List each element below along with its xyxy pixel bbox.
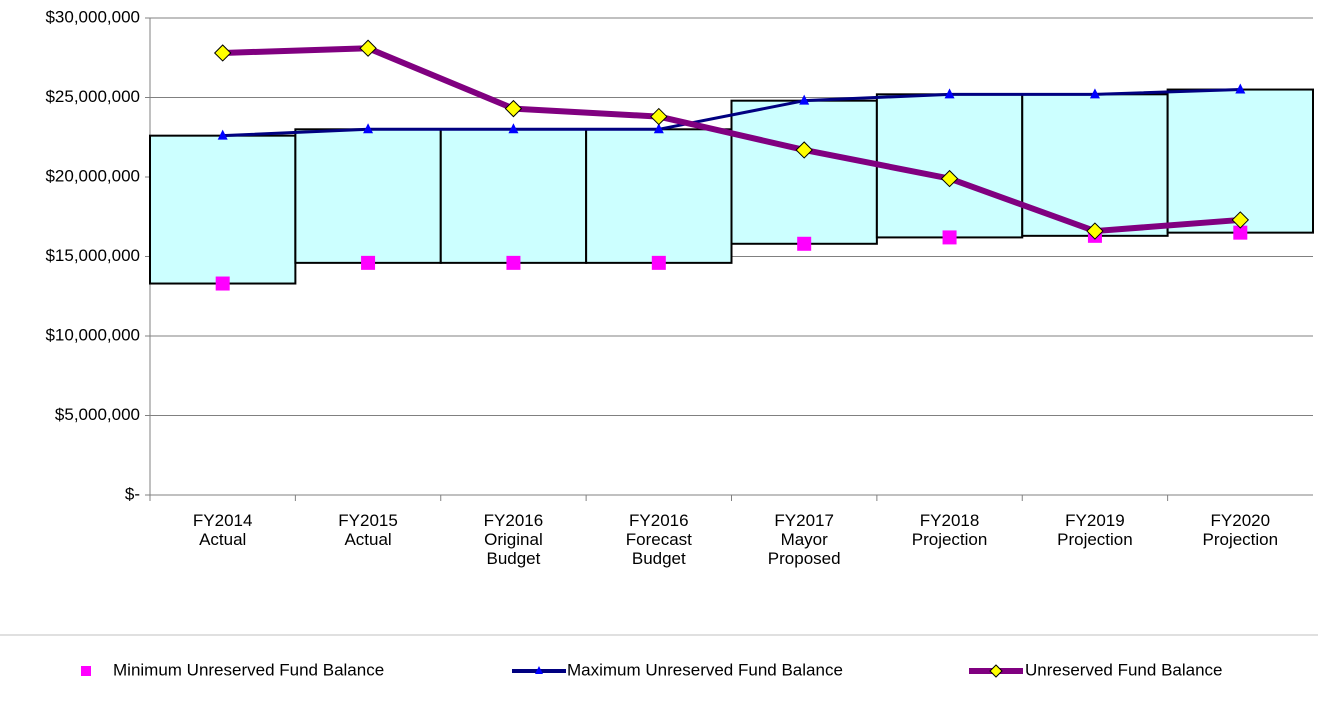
marker bbox=[1089, 88, 1100, 99]
y-tick-label: $25,000,000 bbox=[45, 87, 140, 106]
x-tick-label: FY2019 Projection bbox=[1057, 511, 1133, 549]
legend-marker bbox=[535, 666, 543, 674]
x-tick-label: FY2018 Projection bbox=[911, 511, 988, 549]
series-line bbox=[222, 45, 1241, 235]
y-tick-label: $10,000,000 bbox=[45, 325, 140, 344]
marker bbox=[1086, 222, 1104, 240]
marker bbox=[361, 255, 376, 270]
marker bbox=[217, 129, 228, 140]
y-tick-label: $15,000,000 bbox=[45, 246, 140, 265]
marker bbox=[940, 169, 959, 188]
marker bbox=[797, 236, 812, 251]
marker bbox=[650, 107, 668, 126]
legend-label: Unreserved Fund Balance bbox=[1025, 660, 1223, 679]
x-tick-label: FY2015 Actual bbox=[338, 511, 398, 549]
y-tick-label: $- bbox=[125, 484, 140, 503]
y-tick-label: $20,000,000 bbox=[45, 166, 140, 185]
legend-label: Minimum Unreserved Fund Balance bbox=[113, 660, 384, 679]
range-box bbox=[875, 93, 1024, 239]
marker bbox=[944, 88, 955, 99]
legend-marker bbox=[989, 664, 1003, 678]
marker bbox=[215, 276, 230, 291]
marker bbox=[799, 94, 810, 105]
range-box bbox=[294, 128, 442, 264]
legend-marker bbox=[81, 666, 91, 676]
marker bbox=[1233, 225, 1248, 240]
marker bbox=[363, 123, 374, 134]
marker bbox=[795, 141, 813, 159]
x-tick-label: FY2017 Mayor Proposed bbox=[767, 511, 841, 568]
marker bbox=[506, 255, 521, 270]
legend-label: Maximum Unreserved Fund Balance bbox=[567, 660, 843, 679]
marker bbox=[653, 123, 664, 134]
marker bbox=[504, 99, 523, 118]
marker bbox=[1231, 211, 1250, 229]
marker bbox=[359, 39, 377, 57]
range-box bbox=[730, 99, 878, 245]
x-tick-label: FY2016 Original Budget bbox=[483, 511, 544, 568]
marker bbox=[213, 44, 232, 62]
range-box bbox=[149, 134, 297, 285]
x-tick-label: FY2016 Forecast Budget bbox=[625, 511, 692, 568]
x-tick-label: FY2014 Actual bbox=[192, 511, 253, 549]
x-tick-label: FY2020 Projection bbox=[1202, 511, 1279, 549]
marker bbox=[1235, 83, 1246, 94]
range-box bbox=[439, 128, 588, 264]
range-box bbox=[1166, 88, 1314, 234]
marker bbox=[508, 123, 519, 134]
series-line bbox=[222, 88, 1241, 138]
marker bbox=[942, 230, 957, 245]
range-box bbox=[585, 128, 733, 264]
y-tick-label: $5,000,000 bbox=[55, 405, 140, 424]
y-tick-label: $30,000,000 bbox=[45, 7, 140, 26]
marker bbox=[651, 255, 666, 270]
